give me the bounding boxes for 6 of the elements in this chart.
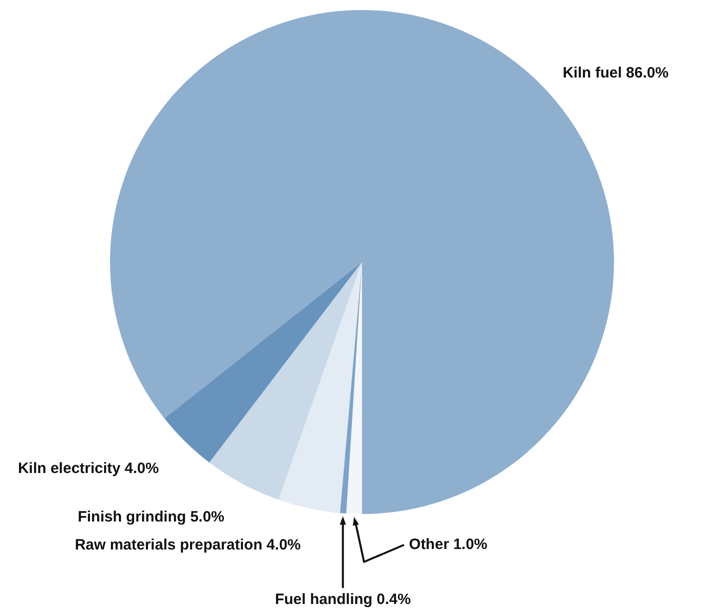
slice-label: Other 1.0% [409,536,488,554]
slice-label: Kiln fuel 86.0% [562,64,669,82]
slice-label: Fuel handling 0.4% [274,591,411,608]
slice-label: Kiln electricity 4.0% [18,460,159,478]
slice-label: Finish grinding 5.0% [78,508,224,526]
slice-label: Raw materials preparation 4.0% [74,536,301,554]
